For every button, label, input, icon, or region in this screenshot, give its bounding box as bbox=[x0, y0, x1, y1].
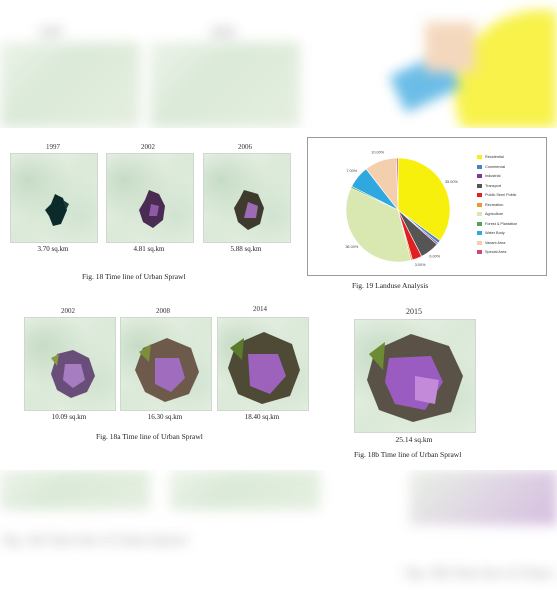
blurred-bottom-band: Fig. 18a Time line of Urban Sprawl Fig. … bbox=[0, 470, 557, 596]
area-label: 16.30 sq.km bbox=[147, 413, 183, 421]
urban-sprawl-shape bbox=[45, 194, 69, 226]
area-label: 10.09 sq.km bbox=[51, 413, 87, 421]
figure-caption: Fig. 19 Landuse Analysis bbox=[352, 281, 429, 290]
legend-swatch bbox=[477, 164, 482, 169]
landuse-pie-chart: 35.00% 6.00% 3.00% 36.00% 7.00% 10.00% bbox=[345, 151, 459, 267]
map-image bbox=[354, 319, 476, 433]
legend-item: Water Body bbox=[477, 231, 505, 235]
legend-label: Water Body bbox=[485, 231, 505, 235]
area-label: 25.14 sq.km bbox=[395, 435, 433, 444]
blurred-map bbox=[0, 42, 140, 128]
legend-swatch bbox=[477, 231, 482, 235]
legend-item: Forest & Plantation bbox=[477, 221, 518, 226]
pie-chart-frame: 35.00% 6.00% 3.00% 36.00% 7.00% 10.00% bbox=[307, 137, 547, 276]
year-label: 2002 bbox=[61, 307, 75, 315]
blurred-map bbox=[170, 470, 320, 510]
legend-label: Public Semi Public bbox=[485, 193, 517, 197]
year-label: 2006 bbox=[238, 143, 252, 151]
legend-swatch bbox=[477, 250, 482, 254]
legend-swatch bbox=[477, 212, 482, 216]
map-image bbox=[120, 317, 212, 411]
legend-item: Recreation bbox=[477, 202, 504, 207]
urban-sprawl-shape bbox=[367, 334, 463, 422]
legend-label: Special Area bbox=[485, 250, 507, 254]
legend-label: Commercial bbox=[485, 164, 506, 169]
pie-slice-label: 6.00% bbox=[429, 254, 440, 258]
legend-item: Vacant Area bbox=[477, 240, 506, 245]
urban-sprawl-shape bbox=[51, 350, 95, 398]
legend-label: Forest & Plantation bbox=[485, 221, 518, 226]
pie-slice-label: 36.00% bbox=[345, 245, 359, 249]
blurred-map bbox=[150, 42, 300, 128]
legend-item: Agriculture bbox=[477, 212, 503, 216]
year-label: 2015 bbox=[406, 307, 422, 316]
legend-swatch bbox=[477, 202, 482, 207]
legend-swatch bbox=[477, 183, 482, 188]
blurred-caption: Fig. 18b Time line of Urban Sprawl bbox=[405, 565, 557, 580]
figure-caption: Fig. 18b Time line of Urban Sprawl bbox=[354, 450, 462, 459]
legend-item: Public Semi Public bbox=[477, 193, 516, 197]
legend-swatch bbox=[477, 193, 482, 197]
area-label: 3.70 sq.km bbox=[37, 245, 69, 253]
pie-slice-label: 3.00% bbox=[415, 263, 426, 267]
map-image bbox=[106, 153, 194, 243]
legend-label: Vacant Area bbox=[485, 240, 506, 245]
blurred-map bbox=[0, 470, 150, 510]
map-image bbox=[24, 317, 116, 411]
legend-label: Agriculture bbox=[485, 212, 504, 216]
blurred-caption: Fig. 18a Time line of Urban Sprawl bbox=[2, 532, 188, 547]
urban-sprawl-shape bbox=[234, 190, 264, 230]
pie-slice-label: 35.00% bbox=[445, 180, 459, 184]
map-image bbox=[217, 317, 309, 411]
blurred-top-band: 1997 2002 bbox=[0, 0, 557, 128]
urban-sprawl-shape bbox=[228, 332, 300, 404]
year-label: 2002 bbox=[141, 143, 155, 151]
pie-slice-residential bbox=[397, 157, 451, 241]
figure-caption: Fig. 18 Time line of Urban Sprawl bbox=[82, 272, 186, 281]
legend-item: Commercial bbox=[477, 164, 506, 169]
year-label: 1997 bbox=[46, 143, 60, 151]
legend-item: Transport bbox=[477, 183, 502, 188]
legend-swatch bbox=[477, 240, 482, 245]
legend-swatch bbox=[477, 174, 482, 178]
blurred-map bbox=[410, 470, 557, 525]
legend-swatch bbox=[477, 155, 482, 159]
area-label: 4.81 sq.km bbox=[133, 245, 165, 253]
legend-item: Special Area bbox=[477, 250, 506, 254]
area-label: 5.88 sq.km bbox=[230, 245, 262, 253]
year-label: 2014 bbox=[253, 305, 267, 313]
legend-item: Industrial bbox=[477, 174, 500, 178]
urban-sprawl-shape bbox=[139, 190, 165, 228]
figure-caption: Fig. 18a Time line of Urban Sprawl bbox=[96, 432, 203, 441]
legend-item: Residential bbox=[477, 155, 504, 159]
year-label: 2008 bbox=[156, 307, 170, 315]
pie-slice-label: 10.00% bbox=[371, 151, 385, 155]
map-image bbox=[10, 153, 98, 243]
pie-legend: Residential Commercial Industrial Transport… bbox=[307, 137, 545, 274]
area-label: 18.40 sq.km bbox=[244, 413, 280, 421]
legend-label: Industrial bbox=[485, 174, 501, 178]
pie-slice-agriculture bbox=[345, 187, 412, 263]
legend-swatch bbox=[477, 221, 482, 226]
pie-slice-label: 7.00% bbox=[346, 169, 357, 173]
pie-slice-special-area bbox=[396, 157, 399, 211]
legend-label: Transport bbox=[485, 183, 502, 188]
legend-label: Recreation bbox=[485, 202, 504, 207]
blurred-pie-slice bbox=[425, 22, 475, 72]
map-image bbox=[203, 153, 291, 243]
blurred-year-label: 2002 bbox=[210, 24, 236, 39]
urban-sprawl-shape bbox=[135, 338, 199, 402]
legend-label: Residential bbox=[485, 155, 504, 159]
blurred-year-label: 1997 bbox=[38, 24, 64, 39]
